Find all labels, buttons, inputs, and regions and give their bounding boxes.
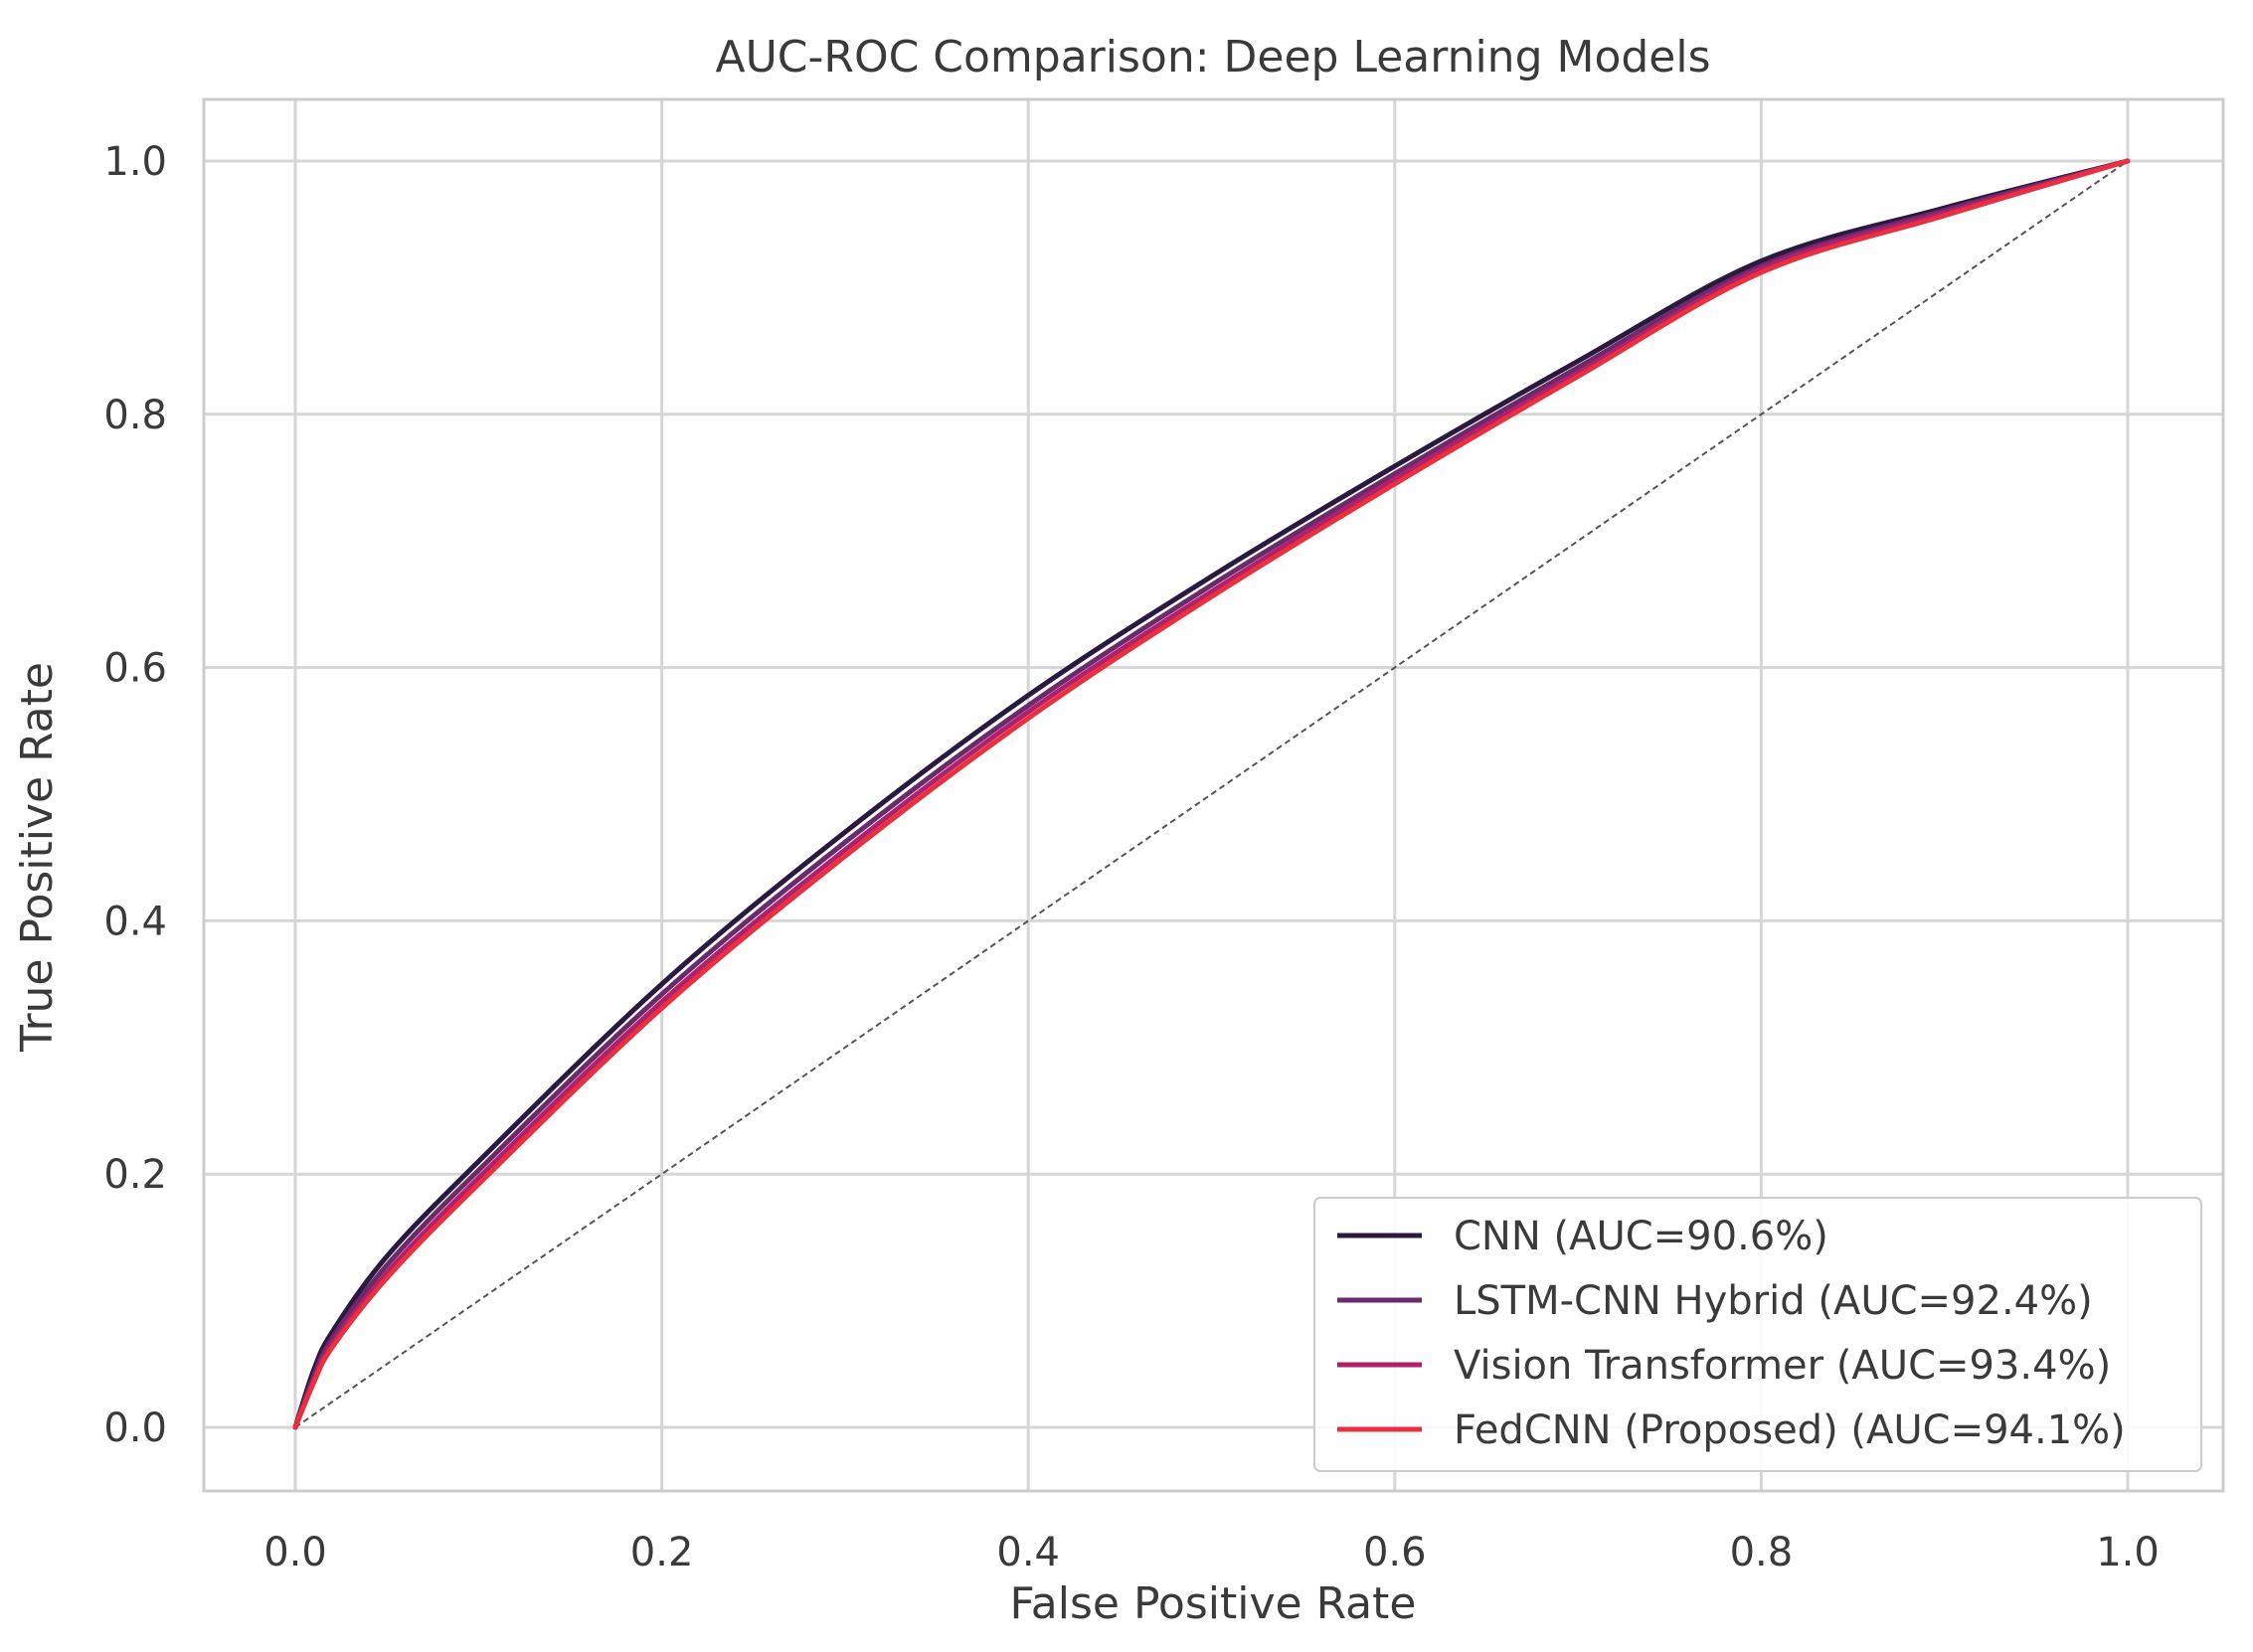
y-tick-label: 0.0 xyxy=(103,1405,167,1451)
series-line-vision-transformer xyxy=(292,158,2131,1430)
diagonal-reference-line xyxy=(294,160,2129,1428)
y-tick-label: 0.4 xyxy=(103,899,167,944)
series-line-cnn xyxy=(292,158,2131,1430)
series-line-fedcnn-proposed xyxy=(292,158,2131,1430)
x-tick-label: 1.0 xyxy=(2096,1530,2160,1575)
legend-label-cnn: CNN (AUC=90.6%) xyxy=(1454,1214,1828,1259)
tick-labels: 0.0 0.2 0.4 0.6 0.8 1.0 0.0 0.2 0.4 0.6 0.8 1.0 xyxy=(103,139,2159,1575)
y-tick-label: 0.8 xyxy=(103,393,167,438)
x-tick-label: 0.2 xyxy=(630,1530,694,1575)
chart-title: AUC-ROC Comparison: Deep Learning Models xyxy=(715,32,1710,83)
series-lines xyxy=(292,158,2131,1430)
grid xyxy=(204,99,2223,1491)
y-tick-label: 0.2 xyxy=(103,1152,167,1198)
x-tick-label: 0.6 xyxy=(1363,1530,1427,1575)
legend-label-vision-transformer: Vision Transformer (AUC=93.4%) xyxy=(1454,1343,2111,1389)
x-axis-label: False Positive Rate xyxy=(1010,1578,1417,1629)
y-tick-label: 1.0 xyxy=(103,139,167,185)
legend-label-lstm-cnn-hybrid: LSTM-CNN Hybrid (AUC=92.4%) xyxy=(1454,1278,2093,1324)
plot-frame xyxy=(202,97,2225,1493)
y-tick-label: 0.6 xyxy=(103,646,167,692)
x-tick-label: 0.8 xyxy=(1730,1530,1794,1575)
y-axis-label: True Positive Rate xyxy=(12,662,63,1053)
x-tick-label: 0.0 xyxy=(263,1530,327,1575)
legend-label-fedcnn-proposed: FedCNN (Proposed) (AUC=94.1%) xyxy=(1454,1407,2126,1453)
x-tick-label: 0.4 xyxy=(996,1530,1060,1575)
legend-box xyxy=(1313,1197,2202,1472)
legend: CNN (AUC=90.6%) LSTM-CNN Hybrid (AUC=92.4… xyxy=(1313,1197,2202,1472)
legend-items: CNN (AUC=90.6%) LSTM-CNN Hybrid (AUC=92.4… xyxy=(1337,1214,2126,1453)
